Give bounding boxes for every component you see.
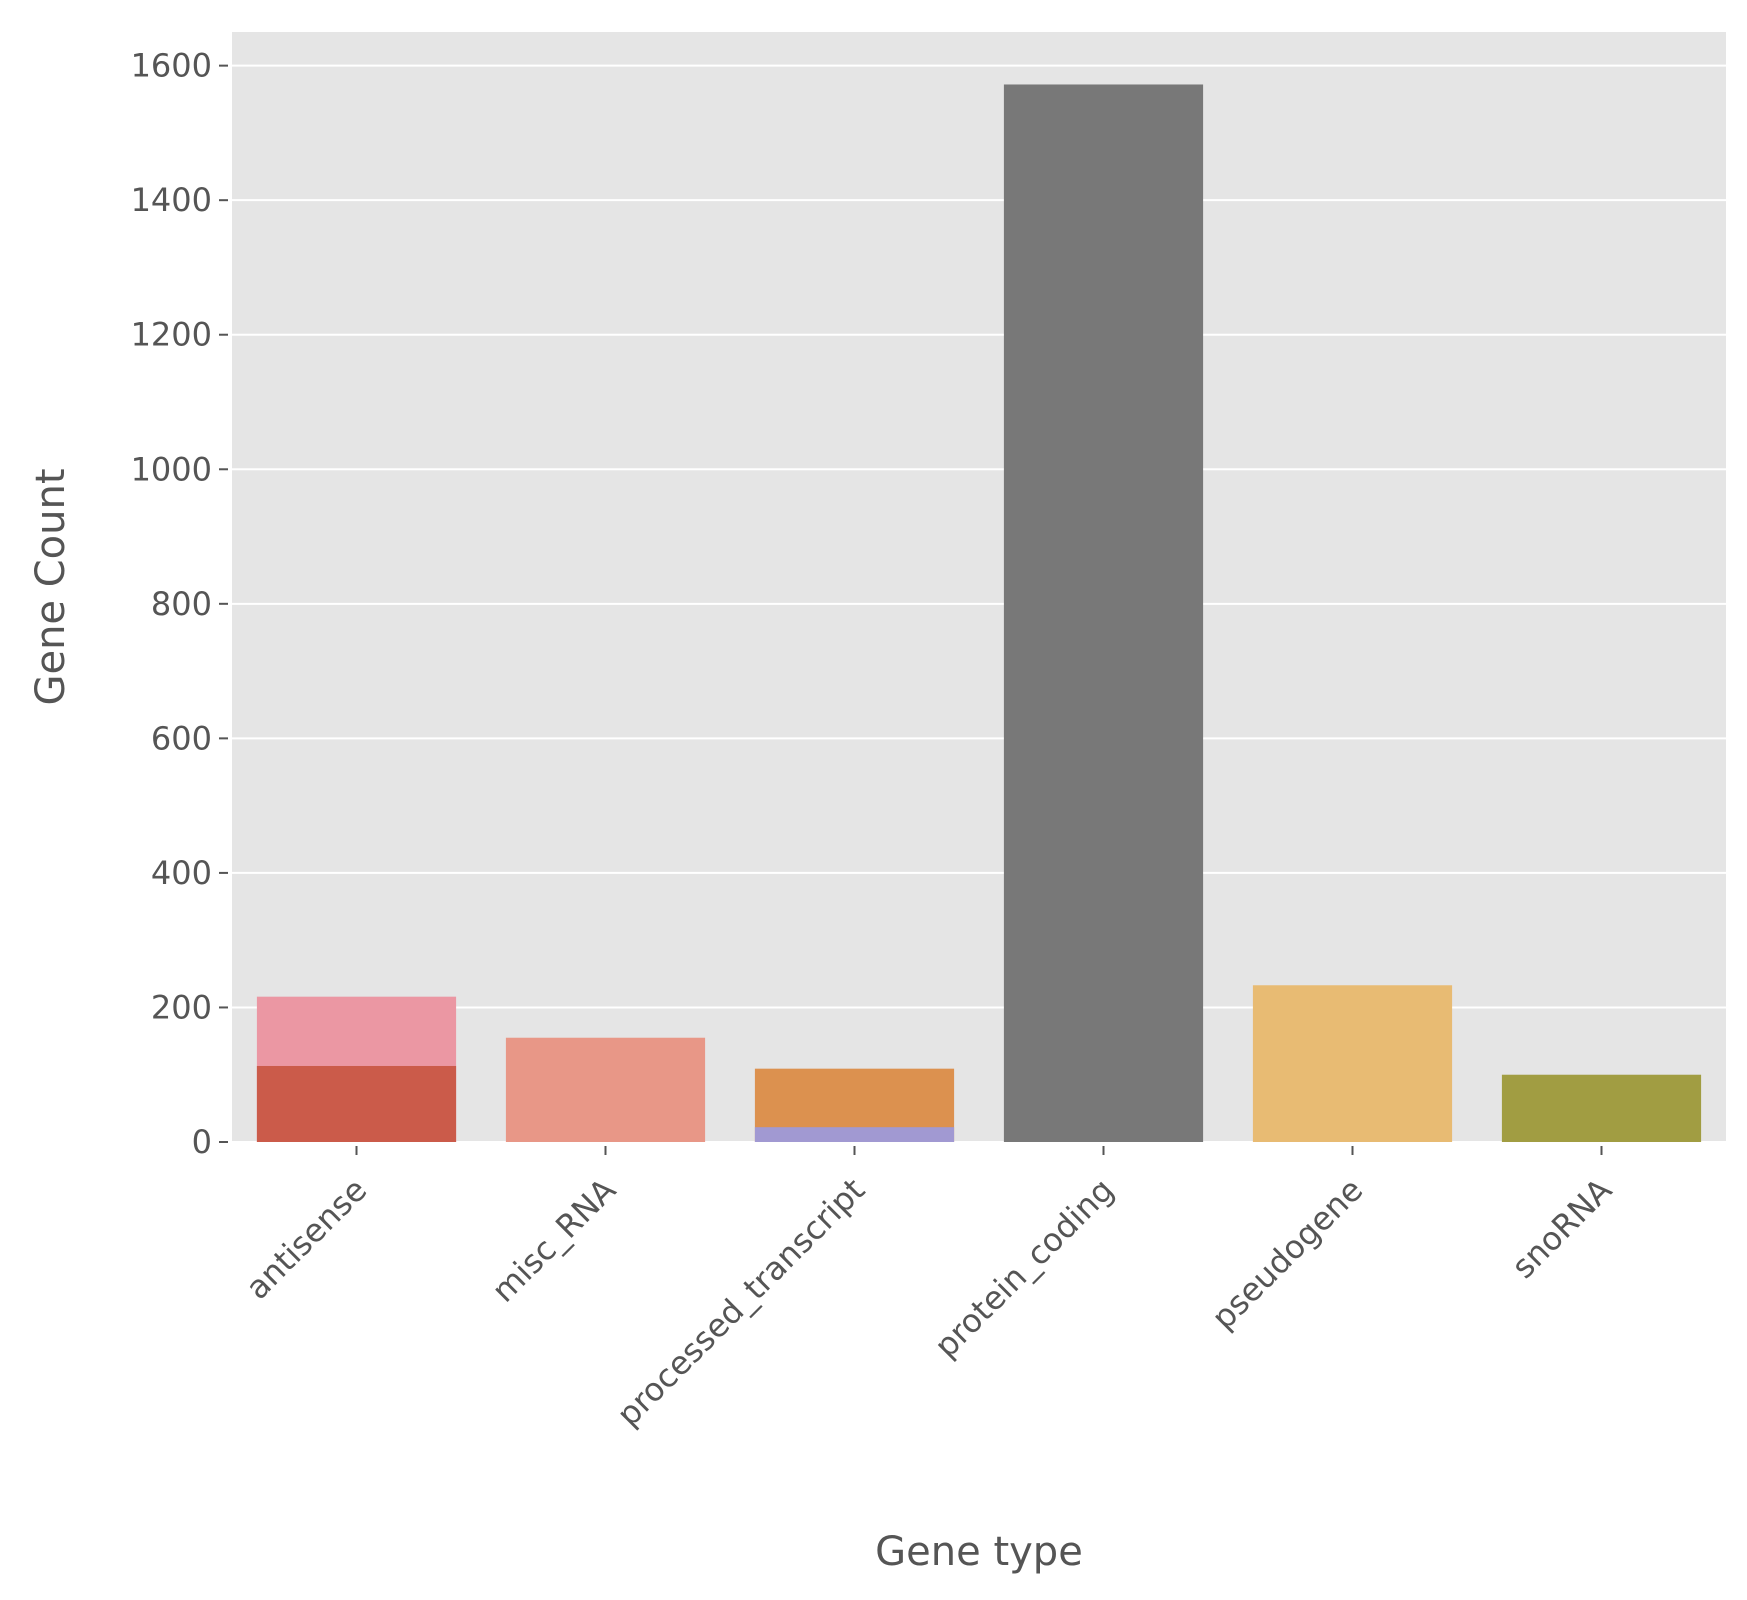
x-tick-label: antisense xyxy=(238,1171,374,1307)
y-tick-label: 1600 xyxy=(131,47,212,85)
x-axis-title: Gene type xyxy=(875,1529,1083,1575)
bar-antisense-layer-1 xyxy=(256,1065,457,1142)
x-tick-label: misc_RNA xyxy=(484,1171,623,1310)
y-tick-label: 600 xyxy=(151,719,212,757)
y-tick-label: 200 xyxy=(151,988,212,1026)
y-tick-label: 800 xyxy=(151,585,212,623)
x-tick-label: processed_transcript xyxy=(609,1171,872,1434)
y-axis-title: Gene Count xyxy=(28,468,74,705)
y-axis: 0 200 400 600 800 1000 1200 1400 1600 xyxy=(131,47,228,1161)
bars xyxy=(256,84,1702,1142)
plot-area xyxy=(232,32,1726,1142)
bar-misc_RNA xyxy=(505,1037,706,1142)
y-tick-label: 400 xyxy=(151,854,212,892)
bar-processed_transcript-layer-1 xyxy=(754,1127,955,1142)
x-tick-label: snoRNA xyxy=(1504,1171,1619,1286)
x-tick-label: pseudogene xyxy=(1204,1171,1370,1337)
gridlines xyxy=(232,64,1726,1143)
y-tick-label: 1000 xyxy=(131,450,212,488)
y-tick-label: 1200 xyxy=(131,316,212,354)
y-tick-label: 0 xyxy=(192,1123,212,1161)
y-tick-label: 1400 xyxy=(131,181,212,219)
bar-protein_coding xyxy=(1003,84,1204,1142)
bar-pseudogene xyxy=(1252,985,1453,1142)
bar-snoRNA xyxy=(1501,1074,1702,1142)
x-tick-label: protein_coding xyxy=(927,1171,1121,1365)
